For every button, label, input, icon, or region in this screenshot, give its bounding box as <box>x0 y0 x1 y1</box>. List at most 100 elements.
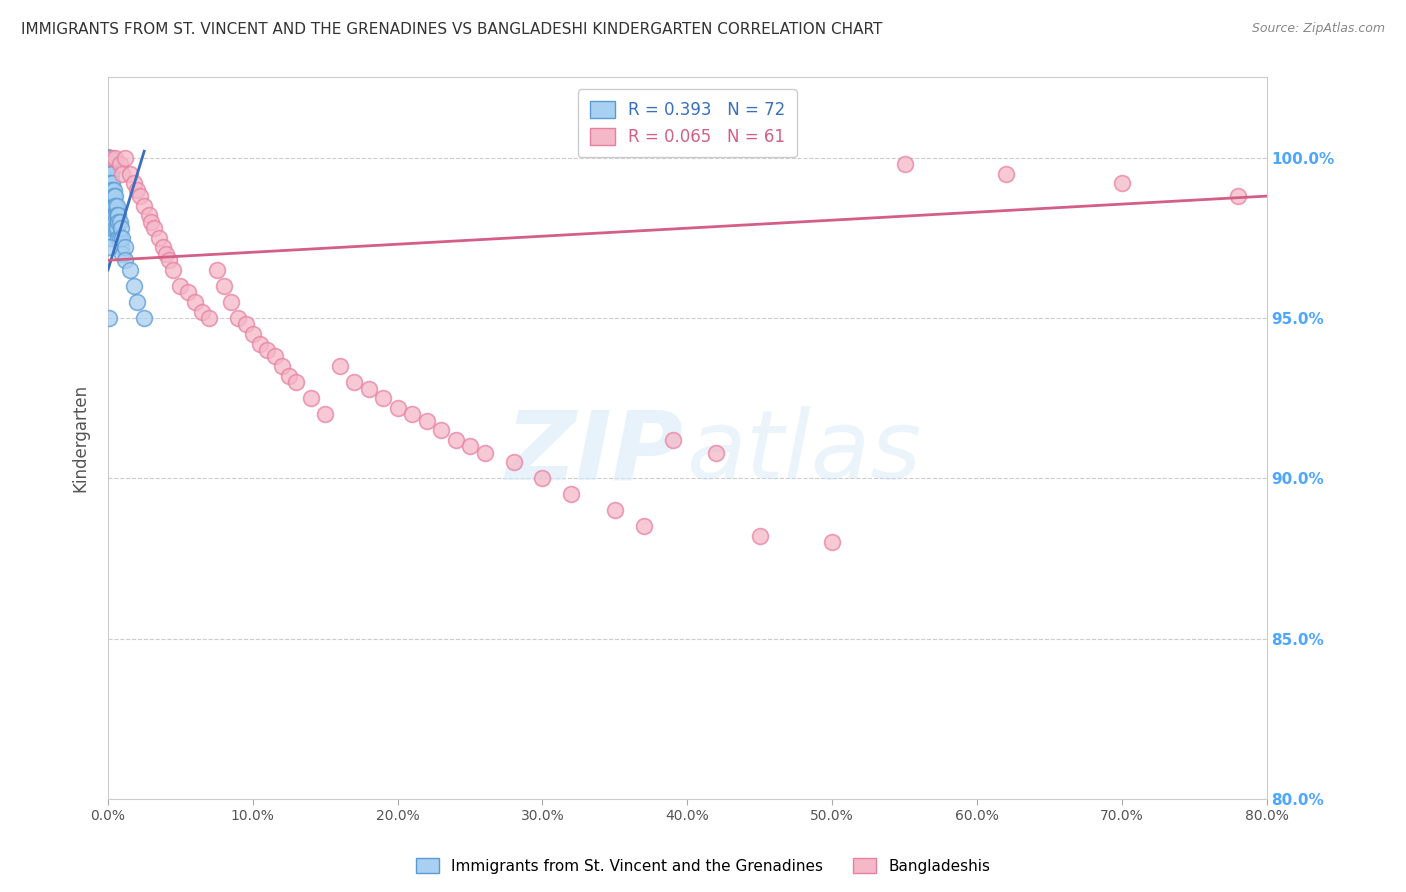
Text: IMMIGRANTS FROM ST. VINCENT AND THE GRENADINES VS BANGLADESHI KINDERGARTEN CORRE: IMMIGRANTS FROM ST. VINCENT AND THE GREN… <box>21 22 883 37</box>
Point <box>125 295 148 310</box>
Point <box>107 231 129 245</box>
Point <box>219 295 242 310</box>
Point <box>704 445 727 459</box>
Point <box>98 199 121 213</box>
Point <box>101 183 124 197</box>
Point <box>100 183 122 197</box>
Point <box>98 167 121 181</box>
Point <box>531 471 554 485</box>
Point <box>100 176 122 190</box>
Point <box>122 176 145 190</box>
Point <box>134 199 156 213</box>
Point <box>430 423 453 437</box>
Point <box>97 151 120 165</box>
Point <box>98 208 121 222</box>
Point <box>128 189 150 203</box>
Point <box>205 263 228 277</box>
Point <box>184 295 207 310</box>
Point <box>97 189 120 203</box>
Point <box>748 529 770 543</box>
Point <box>235 318 257 332</box>
Point <box>134 310 156 325</box>
Point <box>329 359 352 373</box>
Point <box>98 231 121 245</box>
Text: Source: ZipAtlas.com: Source: ZipAtlas.com <box>1251 22 1385 36</box>
Point <box>502 455 524 469</box>
Point <box>101 208 124 222</box>
Point <box>100 208 122 222</box>
Point <box>278 368 301 383</box>
Point <box>299 391 322 405</box>
Point <box>101 151 124 165</box>
Point <box>143 221 166 235</box>
Point <box>263 350 285 364</box>
Point <box>105 208 128 222</box>
Point <box>474 445 496 459</box>
Point <box>104 151 127 165</box>
Point <box>893 157 915 171</box>
Point <box>101 176 124 190</box>
Point <box>118 263 141 277</box>
Point <box>1111 176 1133 190</box>
Point <box>98 176 121 190</box>
Point <box>373 391 395 405</box>
Point <box>97 199 120 213</box>
Point <box>98 183 121 197</box>
Point <box>343 375 366 389</box>
Point <box>100 167 122 181</box>
Point <box>111 247 134 261</box>
Point <box>560 487 582 501</box>
Point <box>111 167 134 181</box>
Point <box>104 221 127 235</box>
Point <box>100 199 122 213</box>
Point <box>138 208 160 222</box>
Point <box>285 375 308 389</box>
Text: ZIP: ZIP <box>506 406 683 500</box>
Point <box>114 253 136 268</box>
Point <box>122 279 145 293</box>
Point <box>270 359 292 373</box>
Point <box>141 215 163 229</box>
Point <box>108 157 131 171</box>
Point <box>162 263 184 277</box>
Point <box>97 167 120 181</box>
Point <box>228 310 250 325</box>
Point <box>97 240 120 254</box>
Point <box>110 240 132 254</box>
Point <box>415 414 437 428</box>
Point <box>98 189 121 203</box>
Point <box>314 407 336 421</box>
Point <box>97 151 120 165</box>
Point <box>242 326 264 341</box>
Point <box>103 199 125 213</box>
Point <box>198 310 221 325</box>
Point <box>387 401 409 415</box>
Point <box>97 151 120 165</box>
Point <box>98 215 121 229</box>
Point <box>152 240 174 254</box>
Point <box>97 221 120 235</box>
Legend: R = 0.393   N = 72, R = 0.065   N = 61: R = 0.393 N = 72, R = 0.065 N = 61 <box>578 89 797 157</box>
Point <box>107 208 129 222</box>
Point <box>148 231 170 245</box>
Text: atlas: atlas <box>686 406 921 500</box>
Point <box>103 215 125 229</box>
Point <box>97 151 120 165</box>
Point <box>97 151 120 165</box>
Point <box>114 151 136 165</box>
Point <box>821 535 844 549</box>
Point <box>401 407 423 421</box>
Point <box>100 231 122 245</box>
Point <box>118 167 141 181</box>
Point <box>104 199 127 213</box>
Point <box>105 199 128 213</box>
Point <box>101 199 124 213</box>
Point <box>114 240 136 254</box>
Point <box>97 208 120 222</box>
Point <box>157 253 180 268</box>
Point <box>98 157 121 171</box>
Point <box>603 503 626 517</box>
Point <box>357 382 380 396</box>
Point <box>125 183 148 197</box>
Point <box>256 343 278 357</box>
